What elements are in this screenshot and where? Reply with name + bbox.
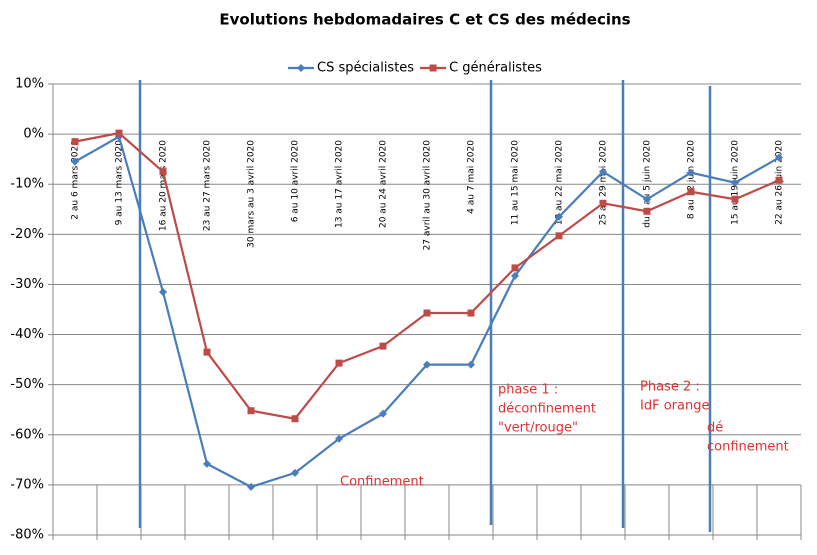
- legend-marker: [297, 64, 305, 72]
- x-tick-label: 23 au 27 mars 2020: [203, 140, 213, 231]
- annotation: confinement: [707, 440, 789, 455]
- data-point: [247, 482, 255, 491]
- x-tick-label: du 1 au 5 juin 2020: [643, 140, 653, 228]
- data-point: [511, 271, 519, 280]
- x-tick-label: 16 au 20 mars 2020: [159, 140, 169, 231]
- y-tick-label: 0%: [23, 127, 44, 142]
- chart-title: Evolutions hebdomadaires C et CS des méd…: [219, 11, 630, 29]
- x-tick-label: 8 au 12 juin 2020: [687, 140, 697, 219]
- annotation: "vert/rouge": [498, 421, 578, 436]
- y-tick-label: -70%: [10, 477, 44, 492]
- data-point: [775, 153, 783, 162]
- data-point: [159, 287, 167, 296]
- data-point: [775, 176, 783, 184]
- x-tick-label: 11 au 15 mai 2020: [511, 140, 521, 226]
- phase-lines: [138, 80, 712, 532]
- y-tick-label: -60%: [10, 427, 44, 442]
- legend-label: C généralistes: [449, 61, 542, 76]
- data-point: [423, 360, 431, 369]
- x-tick-label: 13 au 17 avril 2020: [335, 140, 345, 228]
- data-point: [555, 232, 563, 240]
- data-point: [467, 309, 475, 317]
- data-point: [335, 434, 343, 443]
- data-point: [379, 409, 387, 418]
- x-tick-label: 27 avril au 30 avril 2020: [423, 140, 433, 251]
- y-tick-label: -10%: [10, 177, 44, 192]
- data-point: [643, 207, 651, 215]
- legend-marker: [429, 64, 437, 72]
- data-point: [203, 459, 211, 468]
- y-tick-label: -20%: [10, 227, 44, 242]
- data-point: [247, 407, 255, 415]
- x-tick-label: 30 mars au 3 avril 2020: [247, 140, 257, 248]
- x-tick-label: 9 au 13 mars 2020: [115, 140, 125, 226]
- annotation: phase 1 :: [498, 383, 558, 398]
- x-tick-label: 6 au 10 avril 2020: [291, 140, 301, 223]
- annotation: IdF orange: [640, 399, 709, 414]
- data-point: [203, 348, 211, 356]
- x-tick-label: 18 au 22 mai 2020: [555, 140, 565, 226]
- data-point: [599, 199, 607, 207]
- data-point: [687, 168, 695, 177]
- y-tick-label: 10%: [15, 77, 44, 92]
- data-point: [159, 168, 167, 176]
- annotation: Phase 2 :: [640, 380, 700, 395]
- data-point: [291, 468, 299, 477]
- annotation: dé: [707, 421, 723, 436]
- y-tick-label: -40%: [10, 327, 44, 342]
- legend-label: CS spécialistes: [317, 61, 414, 76]
- data-point: [731, 178, 739, 187]
- data-point: [423, 309, 431, 317]
- data-point: [335, 359, 343, 367]
- annotation: déconfinement: [498, 402, 596, 417]
- y-tick-label: -50%: [10, 377, 44, 392]
- x-tick-label: 25 au 29 mai 2020: [599, 140, 609, 226]
- data-point: [731, 195, 739, 203]
- data-point: [71, 157, 79, 166]
- data-point: [511, 264, 519, 272]
- data-point: [467, 360, 475, 369]
- annotation: Confinement: [340, 475, 424, 490]
- data-point: [643, 195, 651, 204]
- x-tick-label: 4 au 7 mai 2020: [467, 140, 477, 214]
- data-point: [71, 138, 79, 146]
- data-point: [291, 415, 299, 423]
- y-tick-label: -80%: [10, 528, 44, 543]
- data-point: [555, 212, 563, 221]
- data-point: [115, 129, 123, 137]
- x-tick-label: 2 au 6 mars 2020: [71, 140, 81, 220]
- data-point: [379, 342, 387, 350]
- y-tick-label: -30%: [10, 277, 44, 292]
- data-point: [687, 188, 695, 196]
- data-point: [599, 167, 607, 176]
- x-tick-label: 20 au 24 avril 2020: [379, 140, 389, 228]
